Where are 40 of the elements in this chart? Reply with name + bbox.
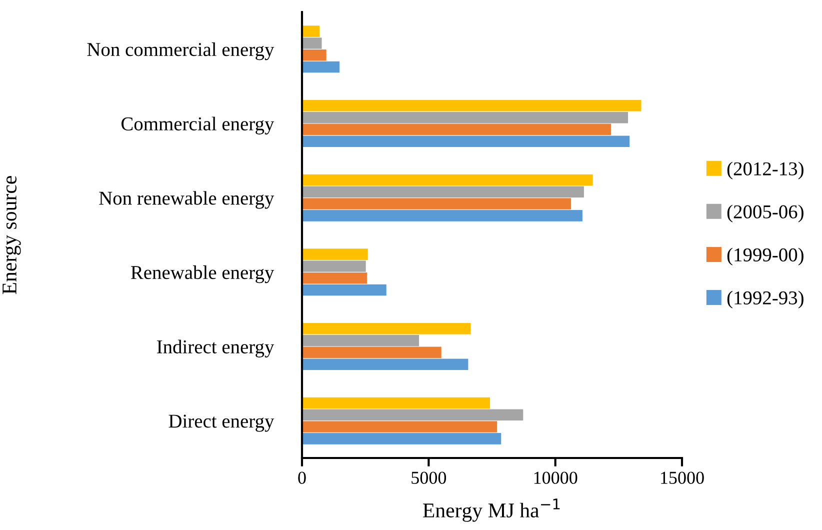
x-tick-label: 10000 (534, 472, 578, 484)
bar (302, 186, 584, 198)
bar (302, 174, 593, 186)
bar (302, 26, 320, 37)
x-tick-label: 15000 (661, 472, 704, 484)
y-tick-label: Direct energy (168, 414, 274, 432)
bar (302, 409, 524, 421)
legend-label: (1999-00) (727, 248, 804, 266)
bar (302, 346, 442, 358)
legend-label: (2005-06) (727, 204, 804, 222)
y-tick-label: Non commercial energy (87, 42, 274, 60)
bar (302, 49, 326, 61)
legend-label: (1992-93) (727, 290, 804, 308)
bar (302, 334, 420, 346)
bar (302, 397, 490, 409)
bar (302, 358, 468, 370)
y-axis-title: Energy source (2, 176, 21, 294)
bar (302, 136, 630, 147)
bar (302, 210, 582, 222)
bar (302, 198, 572, 210)
x-axis-title: Energy MJ ha$^{−1}$ (423, 498, 560, 522)
bar (302, 433, 502, 444)
bar (302, 100, 642, 112)
bar (302, 421, 498, 432)
bar (302, 61, 340, 73)
y-tick-label: Commercial energy (121, 116, 274, 134)
bar (302, 284, 386, 296)
bar (302, 260, 366, 272)
y-tick-label: Non renewable energy (99, 191, 274, 209)
legend-label: (2012-13) (727, 162, 804, 180)
x-tick-label: 5000 (412, 472, 446, 484)
x-tick-label: 0 (298, 472, 306, 484)
bar (302, 248, 368, 260)
y-tick-label: Indirect energy (157, 340, 274, 358)
bar (302, 323, 471, 334)
y-tick-label: Renewable energy (130, 265, 274, 284)
bar (302, 112, 628, 124)
bar (302, 38, 322, 49)
bar (302, 272, 368, 284)
bar (302, 124, 612, 136)
